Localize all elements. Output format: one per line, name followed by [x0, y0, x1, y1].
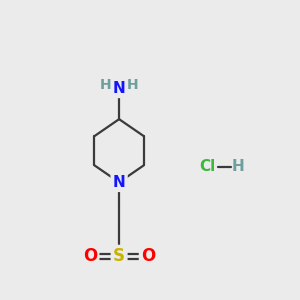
Text: H: H [232, 159, 245, 174]
Text: O: O [141, 247, 155, 265]
Text: N: N [113, 175, 125, 190]
Text: O: O [83, 247, 97, 265]
Text: N: N [113, 81, 125, 96]
Text: S: S [113, 247, 125, 265]
Text: H: H [127, 77, 139, 92]
Text: H: H [99, 77, 111, 92]
Text: Cl: Cl [200, 159, 216, 174]
